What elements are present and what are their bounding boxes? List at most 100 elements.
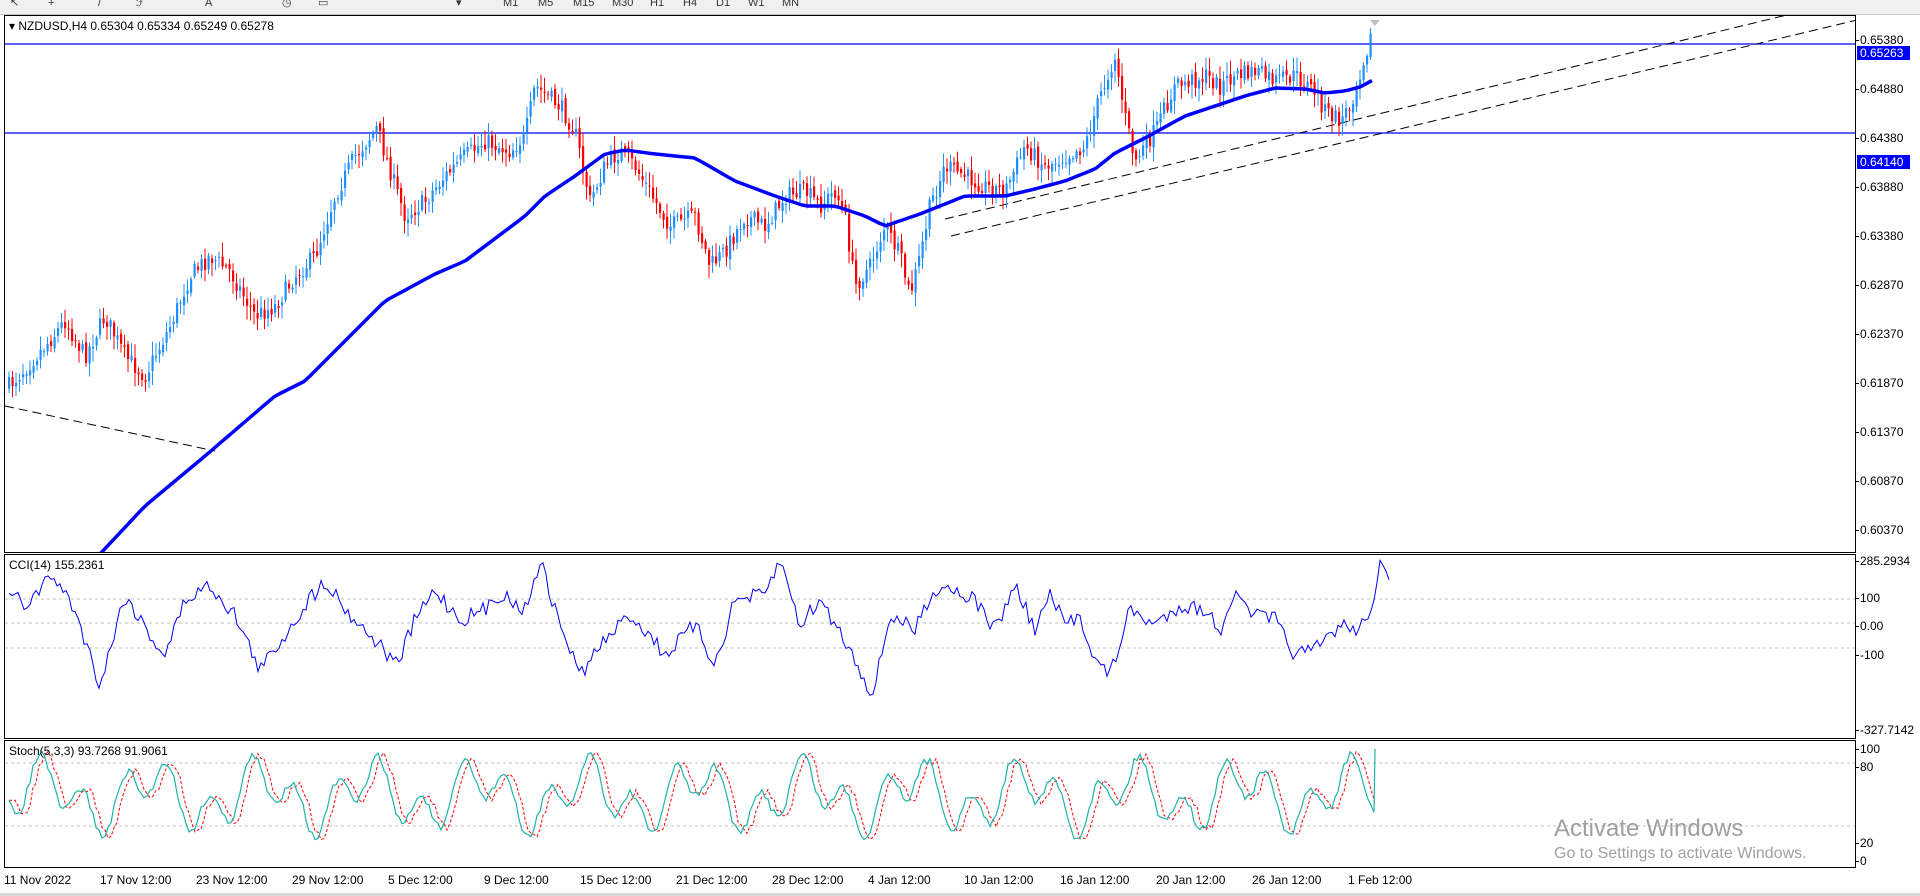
bearish-candle (690, 208, 693, 211)
bullish-candle (361, 151, 364, 158)
bullish-candle (29, 370, 32, 376)
bullish-candle (480, 145, 483, 148)
chart-toolbar: ↖ + / ℱ A ◷ ▭ ▾ M1 M5 M15 M30 H1 H4 D1 W… (0, 0, 1920, 15)
bullish-candle (1366, 55, 1369, 65)
crosshair-tool-icon[interactable]: + (48, 0, 55, 9)
bullish-candle (687, 210, 690, 219)
candlesticks (8, 28, 1372, 398)
bullish-candle (1065, 162, 1068, 164)
bullish-candle (592, 192, 595, 198)
bearish-candle (893, 230, 896, 250)
bearish-candle (64, 322, 67, 329)
bullish-candle (515, 151, 518, 153)
bullish-candle (1089, 133, 1092, 135)
bearish-candle (988, 181, 991, 185)
bullish-candle (218, 256, 221, 258)
timeframe-h4[interactable]: H4 (683, 0, 698, 9)
bullish-candle (470, 144, 473, 146)
timeframe-m30[interactable]: M30 (612, 0, 634, 9)
bullish-candle (1345, 108, 1348, 118)
bullish-candle (162, 344, 165, 353)
bullish-candle (99, 318, 102, 335)
price-tick: 0.64380 (1855, 131, 1904, 145)
bullish-candle (596, 187, 599, 190)
bullish-candle (620, 148, 623, 162)
bullish-candle (1296, 70, 1299, 73)
zoom-tool-icon[interactable]: ▭ (318, 0, 329, 9)
bullish-candle (151, 355, 154, 372)
bearish-candle (963, 174, 966, 177)
bearish-candle (211, 258, 214, 264)
timeframe-w1[interactable]: W1 (748, 0, 765, 9)
lower-trend-channel-line (950, 19, 1855, 237)
bearish-candle (484, 144, 487, 150)
bearish-candle (1180, 80, 1183, 87)
bullish-candle (1215, 76, 1218, 88)
stochastic-canvas[interactable] (5, 741, 1856, 868)
bullish-candle (729, 235, 732, 260)
bearish-candle (659, 203, 662, 213)
bullish-candle (1075, 151, 1078, 159)
bearish-candle (1131, 130, 1134, 154)
bullish-candle (1005, 183, 1008, 198)
bearish-candle (253, 304, 256, 312)
bullish-candle (1061, 162, 1064, 164)
bearish-candle (858, 281, 861, 289)
bullish-candle (169, 327, 172, 333)
clock-tool-icon[interactable]: ◷ (282, 0, 292, 9)
bearish-candle (851, 252, 854, 261)
bullish-candle (305, 268, 308, 278)
bearish-candle (746, 225, 749, 227)
bearish-candle (900, 241, 903, 254)
cci-indicator-pane[interactable]: CCI(14) 155.2361 (4, 554, 1856, 739)
cci-canvas[interactable] (5, 555, 1856, 739)
bullish-candle (1369, 33, 1372, 58)
stoch-tick: 0 (1856, 854, 1867, 868)
bullish-candle (918, 255, 921, 267)
cci-scale: 285.2934 100 0.00 -100 -327.7142 (1855, 554, 1920, 739)
bullish-candle (36, 360, 39, 366)
bullish-candle (1292, 70, 1295, 81)
bullish-candle (274, 304, 277, 313)
bullish-candle (928, 199, 931, 230)
bearish-candle (1166, 102, 1169, 111)
bearish-candle (508, 153, 511, 158)
timeframe-mn[interactable]: MN (782, 0, 800, 9)
bearish-candle (715, 256, 718, 264)
time-label: 16 Jan 12:00 (1060, 873, 1130, 887)
bullish-candle (95, 337, 98, 346)
bearish-candle (953, 162, 956, 165)
bullish-candle (935, 196, 938, 198)
text-tool-icon[interactable]: A (205, 0, 213, 9)
bullish-candle (428, 202, 431, 204)
bearish-candle (701, 233, 704, 243)
cci-tick: 0.00 (1855, 619, 1884, 633)
bullish-candle (760, 218, 763, 223)
time-label: 17 Nov 12:00 (100, 873, 172, 887)
timeframe-m1[interactable]: M1 (503, 0, 519, 9)
bearish-candle (67, 328, 70, 330)
cursor-tool-icon[interactable]: ↖ (10, 0, 20, 9)
stochastic-indicator-pane[interactable]: Stoch(5,3,3) 93.7268 91.9061 (4, 740, 1856, 868)
fibonacci-tool-icon[interactable]: ℱ (136, 0, 145, 9)
bearish-candle (204, 258, 207, 270)
timeframe-m15[interactable]: M15 (573, 0, 595, 9)
bullish-candle (743, 224, 746, 230)
bearish-candle (613, 149, 616, 163)
bullish-candle (526, 117, 529, 133)
collapse-arrow-icon[interactable]: ▾ (9, 19, 19, 33)
price-chart-canvas[interactable] (5, 16, 1856, 553)
bearish-candle (792, 187, 795, 195)
dropdown-icon[interactable]: ▾ (456, 0, 462, 9)
timeframe-h1[interactable]: H1 (650, 0, 665, 9)
price-scale[interactable]: 0.65380 0.64880 0.64380 0.63880 0.63380 … (1855, 15, 1920, 553)
timeframe-m5[interactable]: M5 (538, 0, 554, 9)
bullish-candle (771, 222, 774, 224)
timeframe-d1[interactable]: D1 (716, 0, 731, 9)
time-label: 21 Dec 12:00 (676, 873, 748, 887)
price-chart-pane[interactable]: ▾ NZDUSD,H4 0.65304 0.65334 0.65249 0.65… (4, 15, 1856, 553)
price-tick: 0.63880 (1855, 180, 1904, 194)
trendline-tool-icon[interactable]: / (98, 0, 102, 9)
bullish-candle (1177, 78, 1180, 84)
price-tick: 0.64880 (1855, 82, 1904, 96)
